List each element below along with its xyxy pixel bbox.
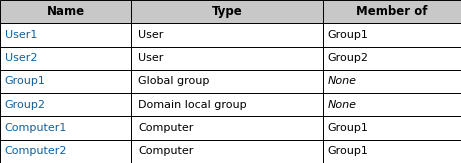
Bar: [131, 47, 323, 70]
Bar: [131, 116, 323, 140]
Text: Computer1: Computer1: [5, 123, 67, 133]
Bar: [323, 23, 461, 47]
Bar: [323, 47, 461, 70]
Text: Type: Type: [212, 5, 242, 18]
Bar: [131, 70, 323, 93]
Text: Group2: Group2: [327, 53, 368, 63]
Text: Group1: Group1: [327, 123, 368, 133]
Text: Computer: Computer: [138, 123, 194, 133]
Bar: [0, 47, 131, 70]
Text: Group1: Group1: [327, 30, 368, 40]
Bar: [0, 0, 131, 23]
Text: Global group: Global group: [138, 76, 209, 87]
Text: None: None: [327, 76, 356, 87]
Bar: [323, 70, 461, 93]
Text: User: User: [138, 30, 164, 40]
Bar: [323, 140, 461, 163]
Text: Computer2: Computer2: [5, 146, 67, 156]
Bar: [131, 93, 323, 116]
Bar: [0, 93, 131, 116]
Bar: [323, 0, 461, 23]
Text: Group2: Group2: [5, 100, 46, 110]
Bar: [323, 116, 461, 140]
Bar: [0, 70, 131, 93]
Bar: [0, 23, 131, 47]
Bar: [131, 0, 323, 23]
Text: User: User: [138, 53, 164, 63]
Text: Group1: Group1: [5, 76, 46, 87]
Text: Computer: Computer: [138, 146, 194, 156]
Text: User2: User2: [5, 53, 37, 63]
Text: User1: User1: [5, 30, 37, 40]
Bar: [131, 23, 323, 47]
Text: Group1: Group1: [327, 146, 368, 156]
Text: None: None: [327, 100, 356, 110]
Bar: [0, 116, 131, 140]
Bar: [0, 140, 131, 163]
Text: Name: Name: [47, 5, 85, 18]
Text: Domain local group: Domain local group: [138, 100, 247, 110]
Text: Member of: Member of: [356, 5, 428, 18]
Bar: [131, 140, 323, 163]
Bar: [323, 93, 461, 116]
